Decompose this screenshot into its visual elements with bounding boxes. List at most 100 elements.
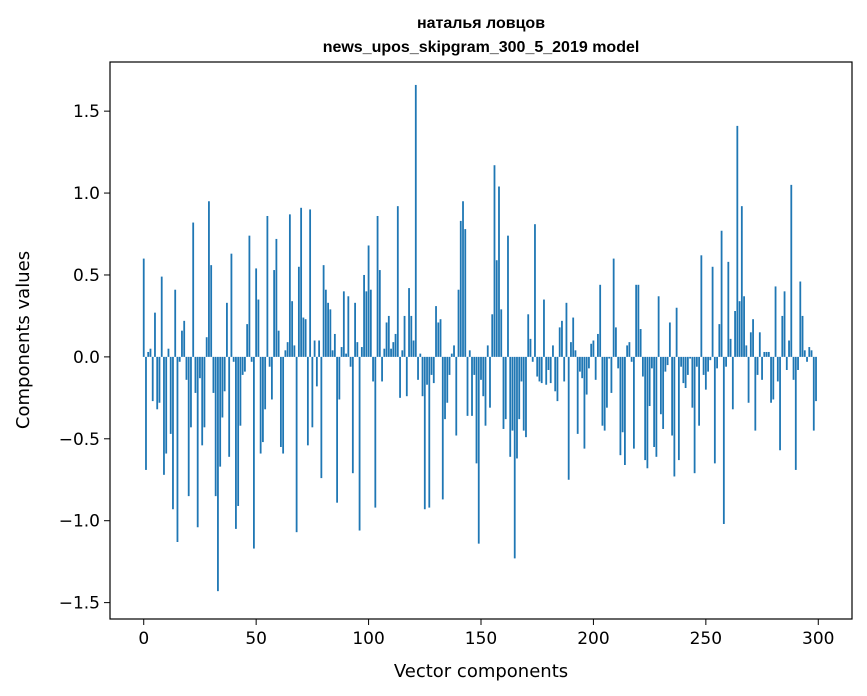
bar: [619, 356, 622, 456]
bar: [770, 356, 772, 403]
bar: [435, 306, 437, 357]
bar: [331, 350, 334, 357]
bar: [158, 356, 161, 403]
bar: [320, 356, 323, 479]
bar: [480, 356, 482, 380]
bar: [794, 356, 797, 470]
bar: [459, 220, 462, 357]
bar: [803, 350, 806, 357]
bar: [549, 356, 552, 384]
bar: [599, 284, 602, 357]
bar: [410, 315, 413, 357]
bar: [583, 356, 586, 449]
bar: [558, 327, 561, 357]
bar: [774, 286, 777, 357]
bar: [738, 301, 741, 357]
bar: [603, 356, 606, 431]
bar: [345, 353, 347, 357]
bar: [644, 356, 647, 461]
bar: [190, 356, 192, 428]
bar: [235, 356, 237, 529]
bar: [156, 356, 159, 410]
bar: [151, 356, 154, 402]
bar: [376, 215, 379, 357]
bar: [668, 322, 671, 357]
bar: [174, 289, 177, 357]
bar: [594, 356, 597, 380]
bar: [534, 224, 536, 357]
bar: [246, 324, 249, 357]
bar: [781, 315, 784, 357]
bar: [421, 356, 424, 397]
bar: [145, 356, 147, 470]
x-tick-label: 0: [138, 629, 149, 649]
bar: [745, 345, 748, 357]
bar: [653, 356, 656, 447]
bar: [700, 255, 703, 357]
bar: [244, 356, 246, 372]
bar: [655, 356, 658, 457]
bar: [808, 347, 811, 357]
bar: [342, 291, 345, 357]
bar: [154, 312, 156, 357]
bar: [369, 289, 372, 357]
bar: [466, 356, 469, 416]
bar: [450, 353, 453, 357]
bar: [293, 345, 296, 357]
bar: [810, 350, 813, 357]
bars-group: [142, 84, 817, 592]
bar: [315, 356, 318, 387]
bar: [172, 356, 174, 510]
x-tick-label: 100: [352, 629, 384, 649]
bar: [239, 356, 242, 426]
bar: [529, 338, 532, 357]
bar: [477, 356, 480, 544]
bar: [554, 356, 557, 392]
bar: [340, 347, 343, 357]
bar: [349, 356, 352, 367]
bar: [792, 356, 795, 380]
bar: [264, 356, 267, 410]
bar: [183, 320, 186, 357]
bar: [354, 302, 356, 357]
bar: [518, 356, 521, 420]
bar: [223, 356, 226, 392]
bar: [324, 289, 327, 357]
bar: [387, 315, 390, 357]
bar: [704, 356, 707, 390]
bar: [475, 356, 478, 464]
bar: [662, 356, 665, 429]
bar: [545, 356, 548, 385]
bar: [205, 337, 208, 357]
bar: [351, 356, 354, 474]
bar: [226, 302, 228, 357]
x-ticks: 0 50 100 150 200 250 300: [138, 619, 834, 649]
bar: [489, 356, 491, 408]
bar: [374, 356, 377, 508]
bar: [729, 338, 732, 357]
bar: [212, 356, 215, 393]
bar: [196, 356, 199, 528]
bar: [304, 319, 307, 357]
bar: [291, 301, 294, 357]
bar: [322, 265, 325, 357]
bar: [624, 356, 626, 465]
bar: [734, 311, 736, 357]
bar: [439, 319, 442, 357]
bar: [221, 356, 224, 418]
bar: [507, 235, 509, 357]
bar: [203, 356, 206, 428]
bar: [237, 356, 240, 506]
bar: [313, 340, 316, 357]
bar: [176, 356, 179, 542]
plot-frame: [109, 61, 853, 620]
bar: [147, 351, 150, 357]
bar: [657, 296, 660, 357]
bar: [646, 356, 649, 469]
bar: [230, 253, 233, 357]
bar: [444, 356, 446, 420]
bar: [597, 333, 599, 357]
bar: [680, 356, 683, 367]
bar: [677, 356, 680, 461]
bar: [671, 356, 674, 436]
